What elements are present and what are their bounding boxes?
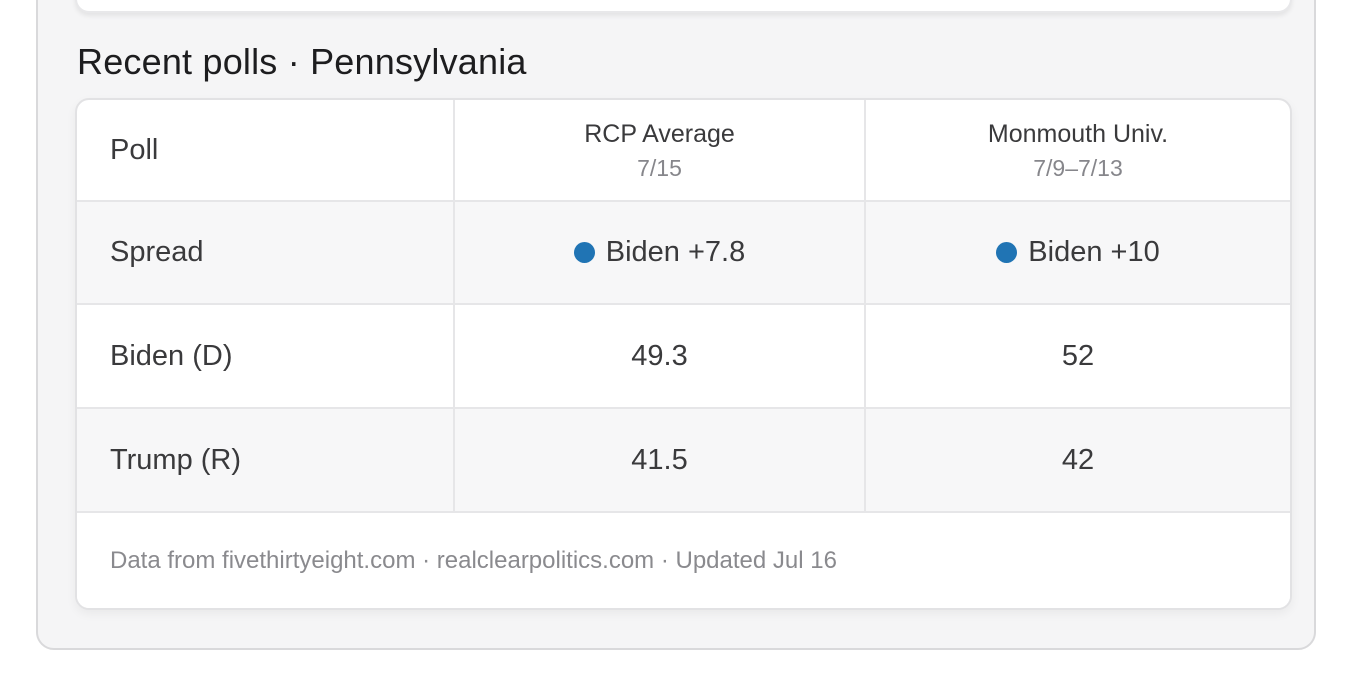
table-cell-spread-monmouth: Biden +10 (864, 200, 1290, 303)
column-header-poll: Poll (110, 133, 159, 166)
table-footer-attribution: Data from fivethirtyeight.com · realclea… (77, 511, 1290, 608)
biden-dot-icon (996, 242, 1018, 263)
previous-card-remnant (75, 0, 1292, 13)
table-cell-biden-monmouth: 52 (864, 303, 1290, 407)
biden-dot-icon (573, 242, 595, 263)
column-header-date: 7/15 (637, 154, 682, 181)
row-label-biden: Biden (D) (77, 303, 453, 407)
spread-value: Biden +10 (1028, 236, 1160, 268)
page-title: Recent polls · Pennsylvania (77, 41, 527, 82)
row-label-spread: Spread (77, 200, 453, 303)
column-header-label: Monmouth Univ. (987, 119, 1169, 148)
column-header-date: 7/9–7/13 (1033, 154, 1123, 181)
column-header-rcp-average: RCP Average 7/15 (453, 100, 864, 200)
table-cell-spread-rcp: Biden +7.8 (453, 200, 864, 303)
spread-value: Biden +7.8 (605, 236, 746, 268)
table-cell-trump-rcp: 41.5 (453, 407, 864, 511)
column-header-monmouth: Monmouth Univ. 7/9–7/13 (864, 100, 1290, 200)
row-label-trump: Trump (R) (77, 407, 453, 511)
polls-table: Poll RCP Average 7/15 Monmouth Univ. 7/9… (75, 98, 1292, 610)
column-header-label: RCP Average (584, 119, 735, 148)
table-cell-trump-monmouth: 42 (864, 407, 1290, 511)
table-cell-biden-rcp: 49.3 (453, 303, 864, 407)
